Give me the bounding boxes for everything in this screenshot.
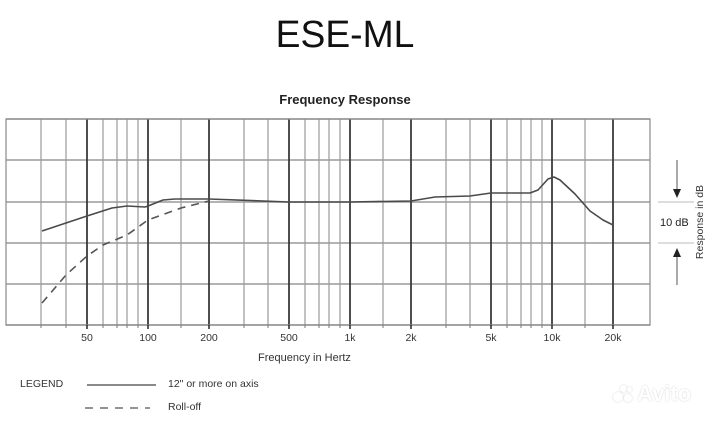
arrow-down-icon <box>673 189 681 198</box>
x-tick-label: 50 <box>81 332 93 344</box>
grid-major-lines <box>86 119 614 325</box>
model-title: ESE-ML <box>275 14 415 56</box>
on-axis-curve <box>41 176 614 232</box>
x-tick-marks <box>40 325 614 329</box>
rolloff-curve <box>41 200 210 304</box>
legend-item-on-axis: 12" or more on axis <box>168 378 259 390</box>
grid-minor-lines <box>40 119 586 325</box>
x-tick-label: 500 <box>280 332 298 344</box>
plot-frame <box>5 118 651 326</box>
x-tick-label: 200 <box>200 332 218 344</box>
y-axis-label: Response in dB <box>694 184 706 260</box>
x-tick-label: 100 <box>139 332 157 344</box>
x-tick-label: 5k <box>485 332 497 344</box>
watermark-text: Avito <box>637 381 692 406</box>
db-scale-label: 10 dB <box>660 217 689 229</box>
x-tick-label: 10k <box>543 332 561 344</box>
chart-title: Frequency Response <box>279 92 411 107</box>
avito-watermark: Avito <box>612 381 691 407</box>
avito-logo-icon <box>612 384 634 404</box>
legend-item-rolloff: Roll-off <box>168 401 202 413</box>
x-tick-label: 20k <box>604 332 622 344</box>
arrow-up-icon <box>673 248 681 257</box>
x-tick-label: 2k <box>405 332 417 344</box>
legend-title: LEGEND <box>20 378 64 390</box>
x-tick-label: 1k <box>344 332 356 344</box>
x-axis-label: Frequency in Hertz <box>258 352 351 364</box>
db-scale-bracket <box>658 160 694 285</box>
